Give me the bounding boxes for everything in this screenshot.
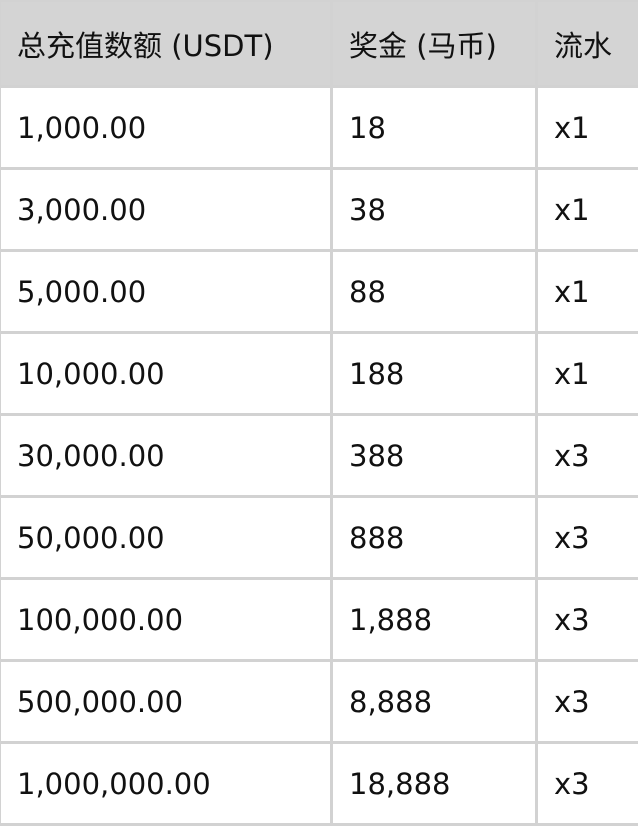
cell-bonus: 38 xyxy=(330,167,538,252)
cell-total-deposit: 5,000.00 xyxy=(0,249,333,334)
cell-turnover: x3 xyxy=(535,577,638,662)
table-row: 3,000.00 38 x1 xyxy=(0,167,638,252)
header-total-deposit: 总充值数额 (USDT) xyxy=(0,0,333,88)
cell-total-deposit: 1,000.00 xyxy=(0,85,333,170)
header-bonus: 奖金 (马币) xyxy=(330,0,538,88)
table-row: 1,000,000.00 18,888 x3 xyxy=(0,741,638,826)
cell-total-deposit: 10,000.00 xyxy=(0,331,333,416)
table-row: 100,000.00 1,888 x3 xyxy=(0,577,638,662)
cell-bonus: 888 xyxy=(330,495,538,580)
cell-turnover: x1 xyxy=(535,167,638,252)
cell-turnover: x3 xyxy=(535,741,638,826)
cell-bonus: 1,888 xyxy=(330,577,538,662)
table-row: 10,000.00 188 x1 xyxy=(0,331,638,416)
cell-bonus: 18 xyxy=(330,85,538,170)
cell-bonus: 18,888 xyxy=(330,741,538,826)
cell-turnover: x1 xyxy=(535,249,638,334)
cell-bonus: 88 xyxy=(330,249,538,334)
cell-turnover: x3 xyxy=(535,659,638,744)
cell-total-deposit: 100,000.00 xyxy=(0,577,333,662)
cell-total-deposit: 30,000.00 xyxy=(0,413,333,498)
cell-total-deposit: 50,000.00 xyxy=(0,495,333,580)
header-turnover: 流水 xyxy=(535,0,638,88)
table-row: 5,000.00 88 x1 xyxy=(0,249,638,334)
table-row: 1,000.00 18 x1 xyxy=(0,85,638,170)
cell-total-deposit: 3,000.00 xyxy=(0,167,333,252)
cell-bonus: 388 xyxy=(330,413,538,498)
cell-turnover: x3 xyxy=(535,495,638,580)
table-row: 500,000.00 8,888 x3 xyxy=(0,659,638,744)
cell-total-deposit: 500,000.00 xyxy=(0,659,333,744)
cell-turnover: x1 xyxy=(535,331,638,416)
table-row: 30,000.00 388 x3 xyxy=(0,413,638,498)
cell-bonus: 188 xyxy=(330,331,538,416)
table-row: 50,000.00 888 x3 xyxy=(0,495,638,580)
table-header-row: 总充值数额 (USDT) 奖金 (马币) 流水 xyxy=(0,0,638,88)
cell-turnover: x1 xyxy=(535,85,638,170)
cell-total-deposit: 1,000,000.00 xyxy=(0,741,333,826)
cell-turnover: x3 xyxy=(535,413,638,498)
cell-bonus: 8,888 xyxy=(330,659,538,744)
